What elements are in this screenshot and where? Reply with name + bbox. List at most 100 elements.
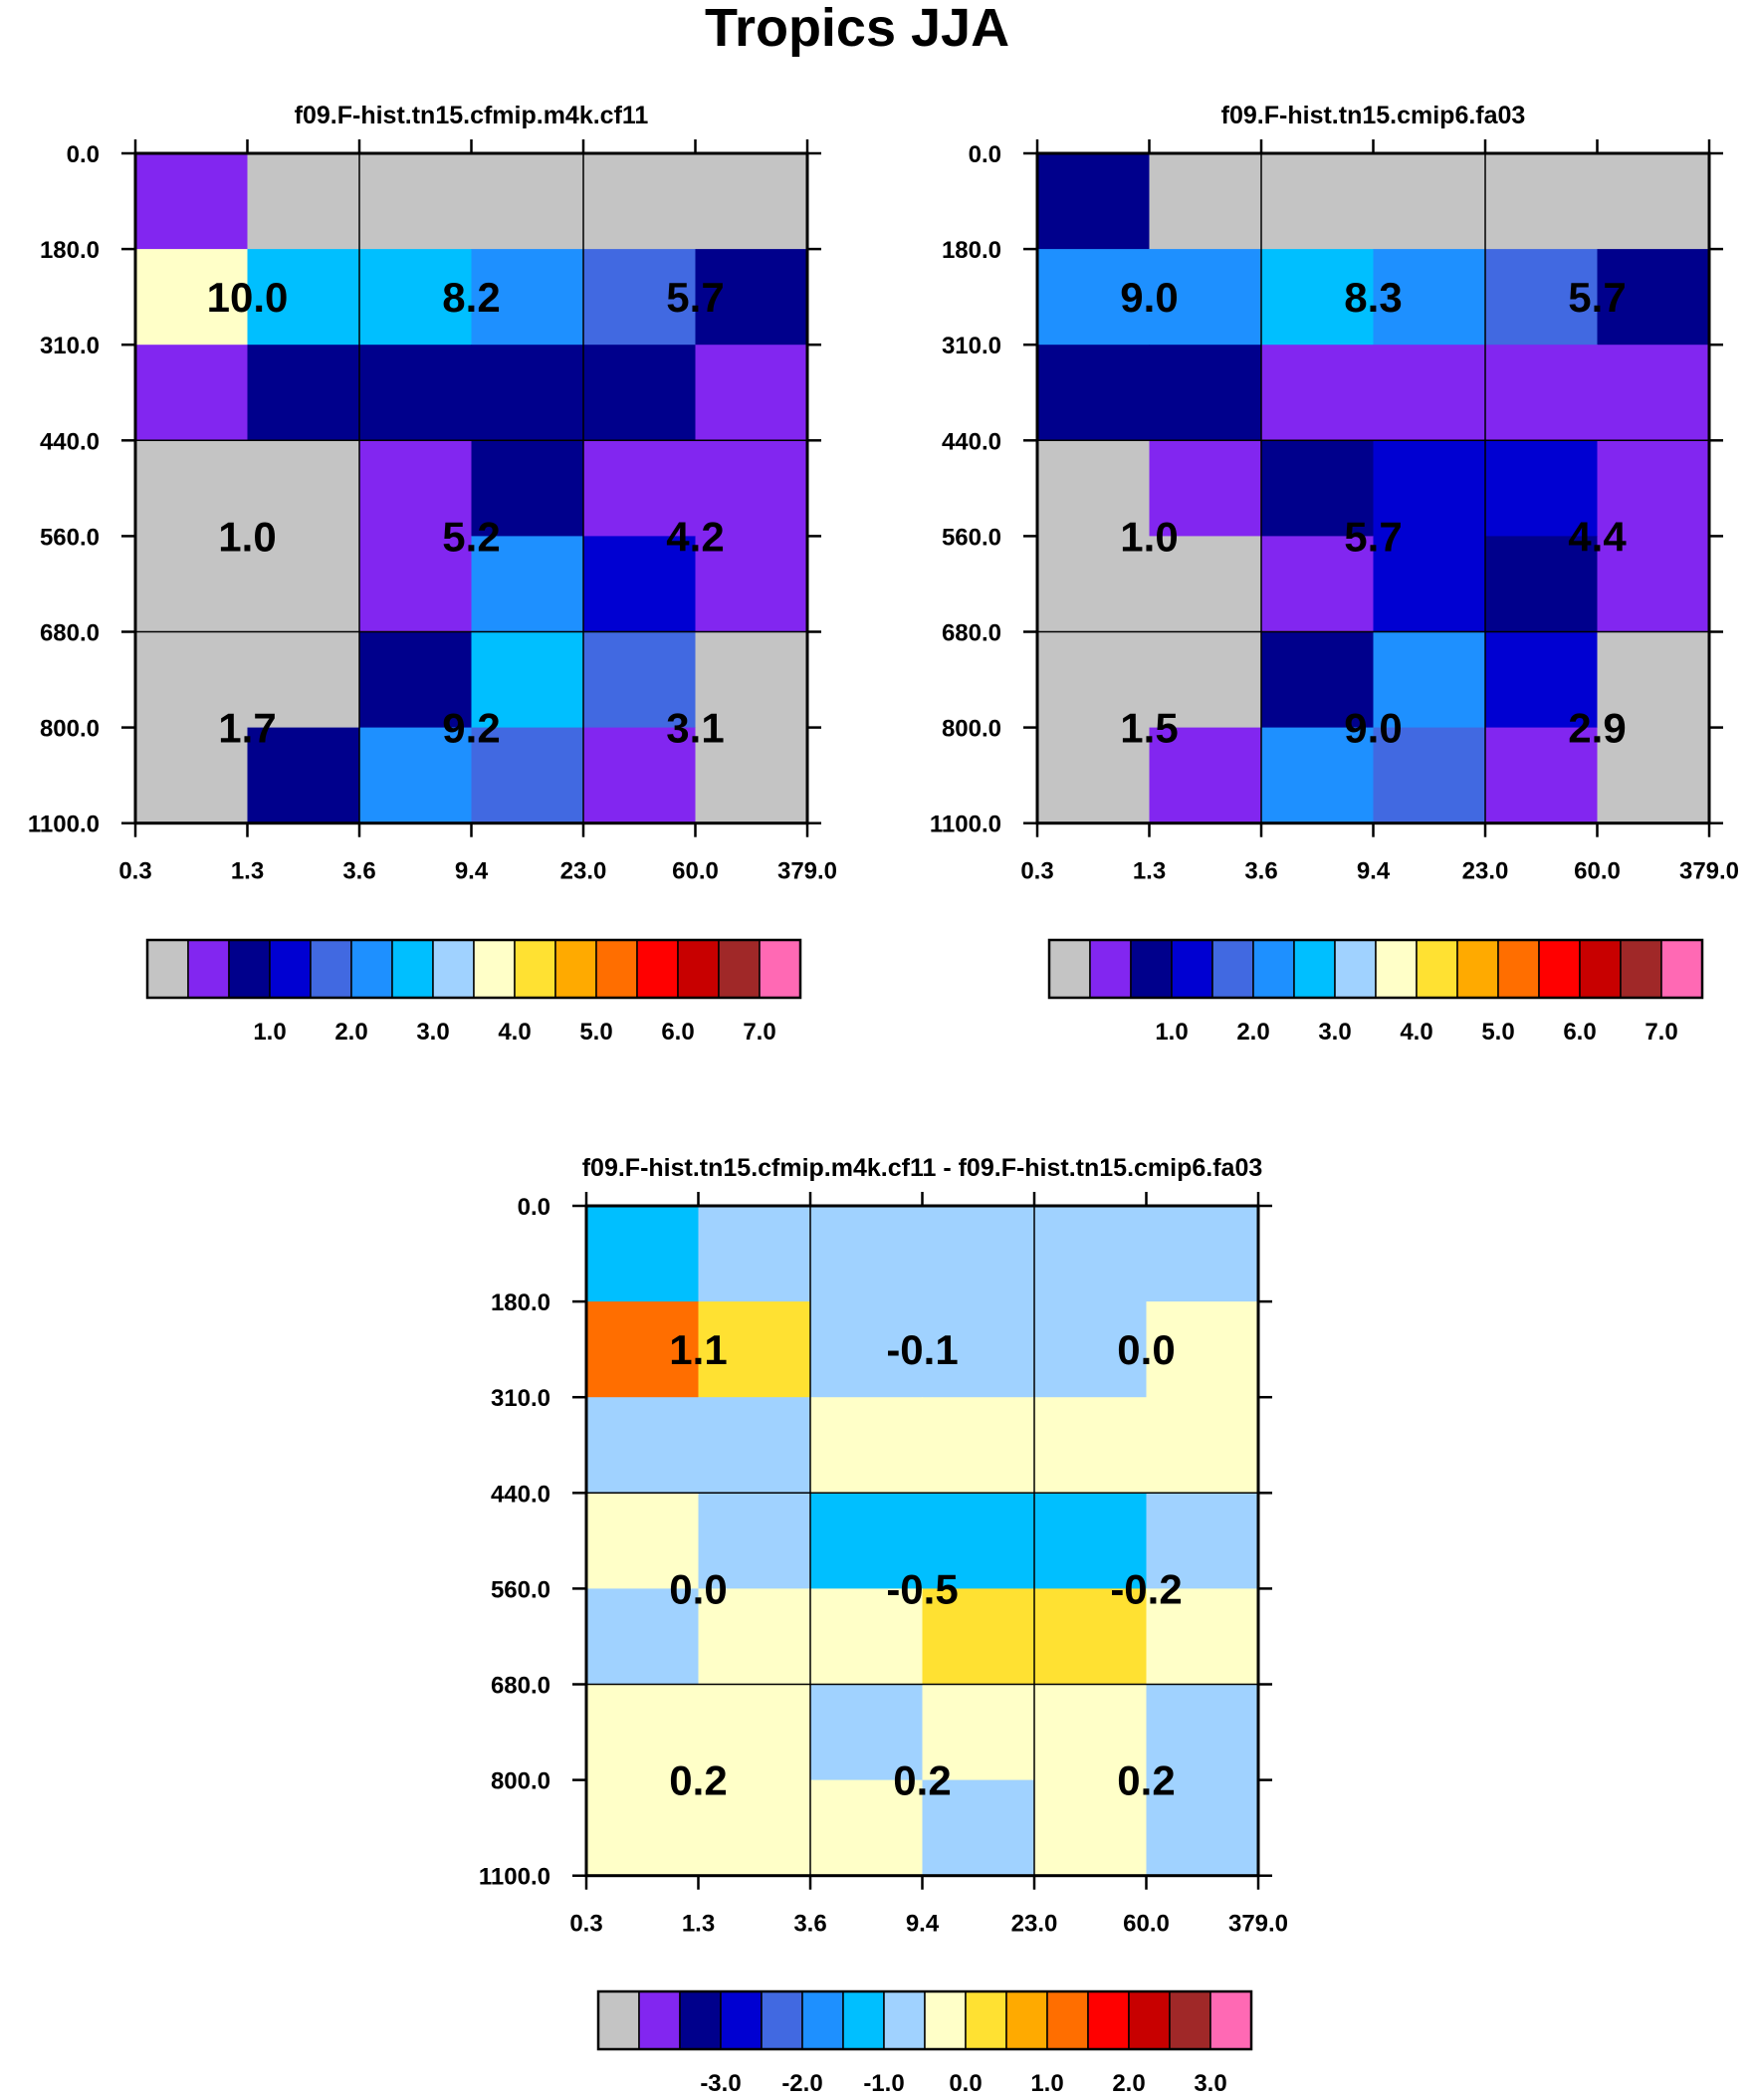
heat-cell bbox=[1149, 440, 1262, 537]
block-value-label: 2.9 bbox=[1568, 705, 1626, 752]
heat-cell bbox=[1034, 1588, 1148, 1686]
heat-cell bbox=[1373, 440, 1486, 537]
colorbar-box bbox=[1375, 939, 1418, 999]
heat-cell bbox=[135, 153, 249, 250]
colorbar-box bbox=[677, 939, 720, 999]
y-tick-label: 680.0 bbox=[942, 620, 1001, 647]
panel-difference: f09.F-hist.tn15.cfmip.m4k.cf11 - f09.F-h… bbox=[479, 1154, 1288, 2097]
heat-cell bbox=[1261, 727, 1375, 824]
colorbar-box bbox=[350, 939, 393, 999]
heat-cell bbox=[1034, 1206, 1148, 1302]
block-value-label: 5.2 bbox=[442, 513, 500, 560]
colorbar-label: -3.0 bbox=[700, 2070, 741, 2097]
block-value-label: 9.0 bbox=[1120, 274, 1178, 321]
colorbar-box bbox=[1048, 939, 1091, 999]
block-value-label: 1.0 bbox=[1120, 513, 1178, 560]
heat-cell bbox=[247, 631, 360, 729]
heat-cell bbox=[698, 1397, 811, 1494]
x-tick-label: 0.3 bbox=[569, 1911, 602, 1938]
figure-title: Tropics JJA bbox=[705, 0, 1009, 58]
heat-cell bbox=[1597, 536, 1710, 633]
heat-cell bbox=[583, 536, 697, 633]
heat-cell bbox=[359, 249, 473, 346]
heat-cell bbox=[1146, 1779, 1259, 1877]
block-value-label: 0.0 bbox=[1117, 1326, 1175, 1373]
colorbar-box bbox=[473, 939, 516, 999]
colorbar-box bbox=[720, 1990, 763, 2050]
y-tick-label: 180.0 bbox=[491, 1289, 550, 1316]
colorbar-frame bbox=[145, 938, 802, 1000]
heat-cell bbox=[695, 153, 808, 250]
heat-cell bbox=[471, 153, 584, 250]
colorbar-box bbox=[391, 939, 434, 999]
heat-cell bbox=[1597, 249, 1710, 346]
heat-cell bbox=[247, 727, 360, 824]
block-value-label: 4.2 bbox=[666, 513, 724, 560]
heat-cell bbox=[471, 440, 584, 537]
block-value-label: 1.1 bbox=[669, 1326, 727, 1373]
heat-cell bbox=[583, 153, 697, 250]
block-value-label: 1.5 bbox=[1120, 705, 1178, 752]
colorbar-label: 3.0 bbox=[1194, 2070, 1226, 2097]
y-tick-label: 800.0 bbox=[942, 716, 1001, 743]
colorbar-box bbox=[638, 1990, 681, 2050]
x-tick-label: 3.6 bbox=[342, 858, 375, 885]
heat-cell bbox=[1149, 536, 1262, 633]
heat-cell bbox=[922, 1397, 1035, 1494]
heat-cell bbox=[1597, 727, 1710, 824]
x-tick-label: 379.0 bbox=[777, 858, 837, 885]
x-tick-label: 1.3 bbox=[682, 1911, 715, 1938]
x-tick-label: 379.0 bbox=[1228, 1911, 1288, 1938]
colorbar-label: 6.0 bbox=[661, 1019, 694, 1046]
colorbar-box bbox=[1538, 939, 1581, 999]
heat-cell bbox=[359, 536, 473, 633]
heat-cell bbox=[1261, 440, 1375, 537]
colorbar-label: 2.0 bbox=[1112, 2070, 1145, 2097]
block-value-label: 3.1 bbox=[666, 705, 724, 752]
x-tick-label: 60.0 bbox=[1123, 1911, 1170, 1938]
colorbar-box bbox=[1660, 939, 1703, 999]
colorbar-box bbox=[761, 1990, 803, 2050]
heat-cell bbox=[1261, 536, 1375, 633]
colorbar-box bbox=[1579, 939, 1622, 999]
heat-cell bbox=[586, 1588, 700, 1686]
x-tick-label: 60.0 bbox=[1574, 858, 1621, 885]
panel-title: f09.F-hist.tn15.cfmip.m4k.cf11 - f09.F-h… bbox=[582, 1154, 1263, 1182]
heat-cell bbox=[1146, 1588, 1259, 1686]
colorbar-label: 7.0 bbox=[1645, 1019, 1677, 1046]
block-value-label: 5.7 bbox=[666, 274, 724, 321]
panel-fa03: f09.F-hist.tn15.cmip6.fa03 0.0 180.0 310.0 4… bbox=[930, 102, 1739, 1046]
heat-cell bbox=[1037, 440, 1151, 537]
heat-cell bbox=[695, 536, 808, 633]
heat-cell bbox=[695, 249, 808, 346]
heat-cell bbox=[583, 249, 697, 346]
colorbar-label: 4.0 bbox=[498, 1019, 531, 1046]
heat-cell bbox=[698, 1684, 811, 1781]
heat-cell bbox=[1485, 440, 1599, 537]
colorbar-box bbox=[1456, 939, 1499, 999]
y-tick-label: 180.0 bbox=[942, 237, 1001, 264]
y-tick-label: 0.0 bbox=[518, 1194, 550, 1221]
heat-cell bbox=[922, 1301, 1035, 1398]
heat-cell bbox=[583, 345, 697, 441]
block-value-label: 10.0 bbox=[207, 274, 289, 321]
x-tick-label: 9.4 bbox=[906, 1911, 940, 1938]
colorbar-box bbox=[228, 939, 271, 999]
colorbar-box bbox=[1252, 939, 1295, 999]
heat-cell bbox=[135, 249, 249, 346]
heat-cell bbox=[1373, 249, 1486, 346]
y-tick-label: 800.0 bbox=[40, 716, 100, 743]
heat-cell bbox=[135, 727, 249, 824]
block-value-label: 0.2 bbox=[893, 1757, 951, 1804]
heat-cell bbox=[247, 440, 360, 537]
x-tick-label: 0.3 bbox=[1020, 858, 1053, 885]
colorbar-box bbox=[1171, 939, 1213, 999]
heat-cell bbox=[1037, 345, 1151, 441]
block-value-label: 0.2 bbox=[1117, 1757, 1175, 1804]
colorbar-box bbox=[597, 1990, 640, 2050]
colorbar-box bbox=[1046, 1990, 1089, 2050]
heat-cell bbox=[1597, 440, 1710, 537]
x-tick-label: 23.0 bbox=[1462, 858, 1509, 885]
y-tick-label: 310.0 bbox=[942, 333, 1001, 359]
heat-cell bbox=[1597, 631, 1710, 729]
